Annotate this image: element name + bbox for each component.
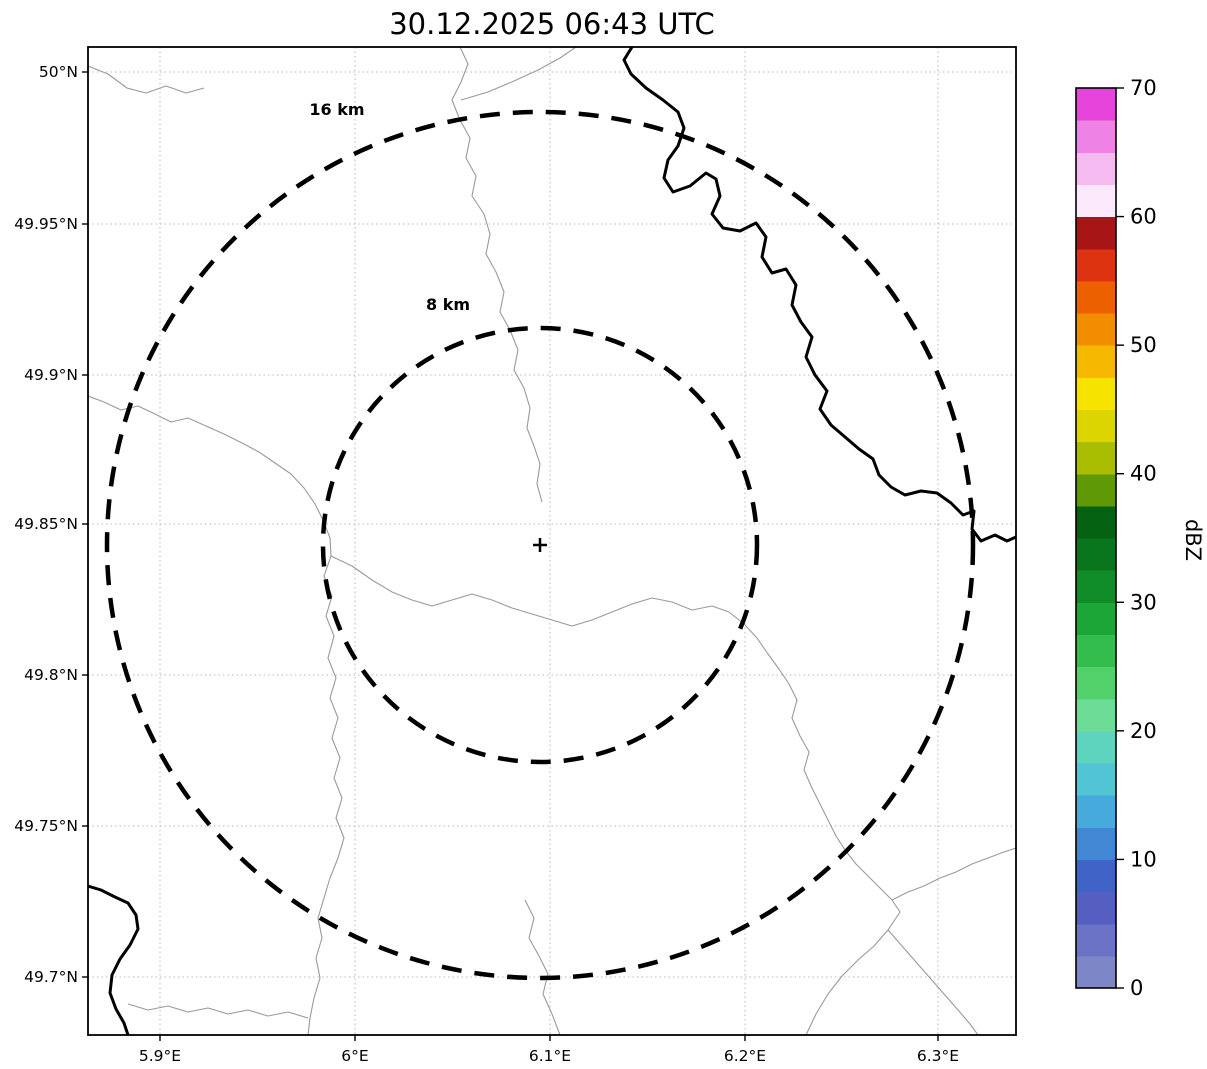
- lon-tick-label: 6.1°E: [529, 1047, 571, 1065]
- lat-tick-label: 50°N: [39, 63, 78, 81]
- lon-tick-label: 6.3°E: [917, 1047, 959, 1065]
- colorbar-tick-label: 30: [1130, 590, 1157, 614]
- colorbar-segment: [1076, 441, 1116, 475]
- colorbar-segment: [1076, 280, 1116, 314]
- border-line: [88, 395, 332, 557]
- colorbar-tick-label: 60: [1130, 205, 1157, 229]
- border-line: [524, 899, 561, 1035]
- colorbar-segment: [1076, 923, 1116, 957]
- range-ring-label: 8 km: [426, 295, 470, 314]
- plot-border: [87, 46, 1017, 1036]
- border-line: [88, 65, 205, 94]
- colorbar-segment: [1076, 730, 1116, 764]
- colorbar-segment: [1076, 955, 1116, 989]
- lat-tick-label: 49.85°N: [14, 515, 78, 533]
- colorbar-segment: [1076, 505, 1116, 539]
- colorbar-segment: [1076, 763, 1116, 796]
- lat-tick-label: 49.7°N: [24, 968, 78, 986]
- colorbar-tick-label: 0: [1130, 976, 1143, 1000]
- colorbar-segment: [1076, 377, 1116, 411]
- lat-tick-label: 49.95°N: [14, 215, 78, 233]
- colorbar-tick-label: 20: [1130, 719, 1157, 743]
- colorbar-segment: [1076, 88, 1116, 121]
- colorbar-segment: [1076, 859, 1116, 893]
- colorbar-tick-label: 40: [1130, 462, 1157, 486]
- lat-tick-label: 49.9°N: [24, 366, 78, 384]
- colorbar-segment: [1076, 120, 1116, 153]
- border-line: [891, 847, 1016, 901]
- lon-tick-label: 5.9°E: [139, 1047, 181, 1065]
- colorbar-tick-label: 10: [1130, 847, 1157, 871]
- lat-tick-label: 49.75°N: [14, 817, 78, 835]
- border-line: [805, 899, 901, 1035]
- colorbar-axis-label: dBZ: [1181, 519, 1205, 561]
- border-line: [127, 1003, 309, 1019]
- colorbar-segment: [1076, 184, 1116, 218]
- lat-tick-label: 49.8°N: [24, 666, 78, 684]
- colorbar-segment: [1076, 698, 1116, 732]
- plot-title: 30.12.2025 06:43 UTC: [389, 7, 715, 41]
- colorbar-segment: [1076, 570, 1116, 603]
- colorbar-segment: [1076, 634, 1116, 668]
- colorbar-segment: [1076, 666, 1116, 700]
- colorbar-segment: [1076, 248, 1116, 282]
- colorbar-segment: [1076, 602, 1116, 636]
- river-line: [622, 47, 1016, 543]
- colorbar-border: [1075, 87, 1117, 989]
- colorbar-segment: [1076, 409, 1116, 443]
- colorbar-segment: [1076, 152, 1116, 186]
- lon-tick-label: 6.2°E: [724, 1047, 766, 1065]
- colorbar-segment: [1076, 891, 1116, 925]
- range-ring: [104, 109, 976, 981]
- river-line: [88, 884, 140, 1035]
- colorbar-tick-label: 70: [1130, 76, 1157, 100]
- colorbar-segment: [1076, 473, 1116, 507]
- colorbar-segment: [1076, 345, 1116, 378]
- colorbar-segment: [1076, 313, 1116, 346]
- colorbar-segment: [1076, 538, 1116, 571]
- colorbar-segment: [1076, 827, 1116, 861]
- map-generated-layer: 16 km 8 km 5.9°E 6°E 6.1°E 6.2°E 6.3°E 50°N 49.9…: [14, 46, 1157, 1065]
- border-line: [330, 555, 730, 627]
- range-ring-label: 16 km: [309, 100, 364, 119]
- border-line: [728, 611, 893, 901]
- lon-tick-label: 6°E: [341, 1047, 368, 1065]
- border-line: [460, 47, 577, 101]
- colorbar-tick-label: 50: [1130, 333, 1157, 357]
- range-ring: [320, 325, 760, 765]
- colorbar-segment: [1076, 216, 1116, 250]
- border-line: [887, 929, 979, 1035]
- border-line: [307, 555, 345, 1035]
- colorbar-segment: [1076, 795, 1116, 828]
